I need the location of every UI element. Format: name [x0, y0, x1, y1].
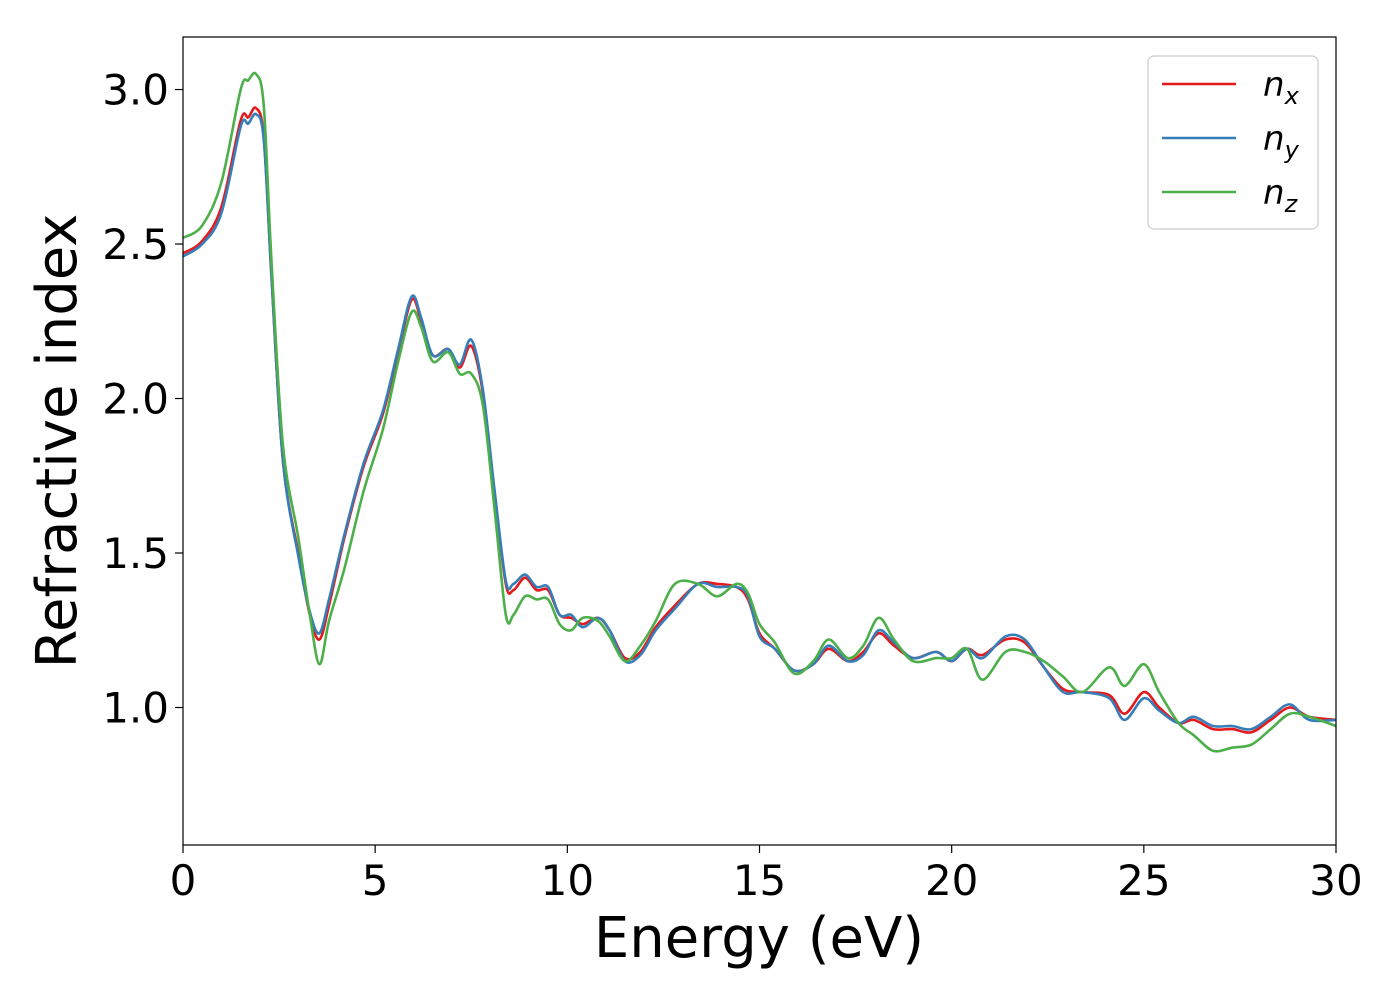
x-tick-label: 10: [541, 856, 594, 905]
y-tick-label: 1.5: [102, 529, 169, 578]
x-tick-label: 30: [1309, 856, 1362, 905]
plot-background: [183, 37, 1336, 845]
x-tick-label: 20: [925, 856, 978, 905]
series-line-ny: [183, 112, 1336, 731]
y-tick-label: 3.0: [102, 66, 169, 115]
y-tick-label: 1.0: [102, 684, 169, 733]
series-layer: [183, 71, 1336, 753]
x-axis-ticks: 0 5 10 15 20 25 30: [170, 845, 1363, 905]
y-tick-label: 2.0: [102, 375, 169, 424]
x-tick-label: 5: [362, 856, 389, 905]
x-axis-label: Energy (eV): [594, 906, 924, 971]
series-line-nz: [183, 71, 1336, 753]
x-tick-label: 15: [733, 856, 786, 905]
x-tick-label: 0: [170, 856, 197, 905]
y-tick-label: 2.5: [102, 220, 169, 269]
y-axis-label: Refractive index: [25, 214, 90, 669]
x-tick-label: 25: [1117, 856, 1170, 905]
legend-box: [1147, 55, 1319, 230]
y-axis-ticks: 1.0 1.5 2.0 2.5 3.0: [102, 66, 183, 733]
